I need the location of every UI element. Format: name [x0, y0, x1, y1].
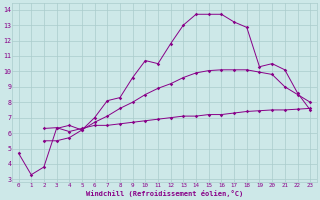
X-axis label: Windchill (Refroidissement éolien,°C): Windchill (Refroidissement éolien,°C)	[86, 190, 243, 197]
